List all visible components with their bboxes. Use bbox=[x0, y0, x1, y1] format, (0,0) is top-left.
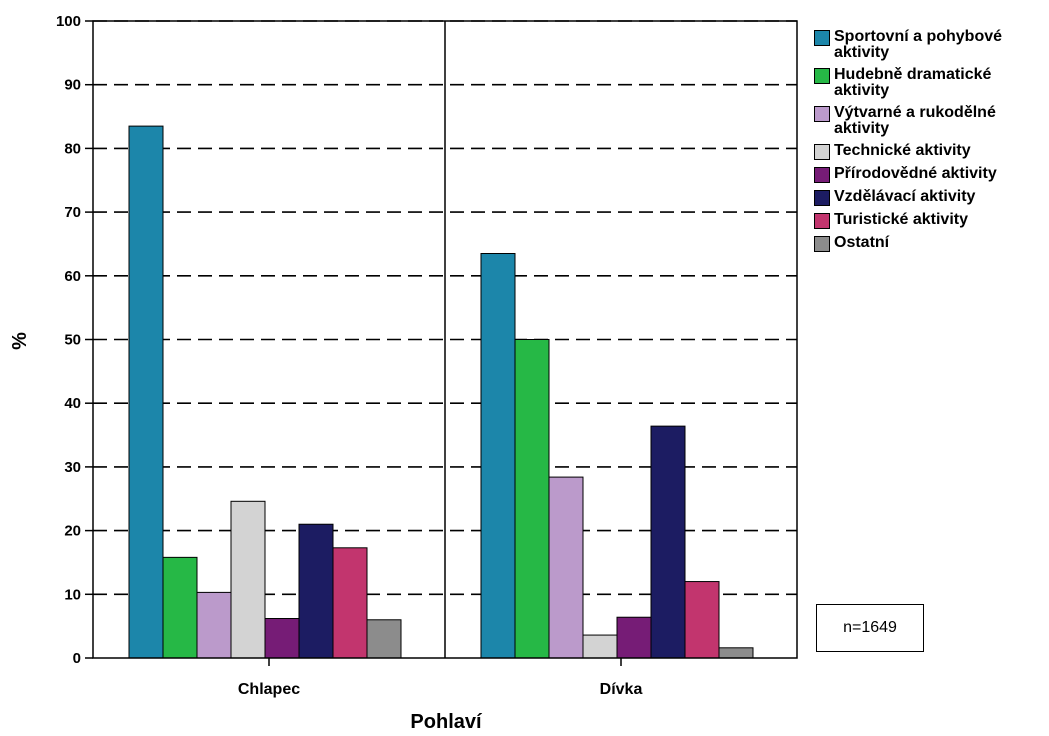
legend-item: Sportovní a pohybové aktivity bbox=[814, 26, 1046, 61]
bar bbox=[616, 616, 652, 659]
legend-label: Sportovní a pohybové aktivity bbox=[834, 28, 1003, 61]
x-category-label: Dívka bbox=[600, 681, 643, 698]
y-tick-label: 90 bbox=[64, 77, 81, 94]
legend-item: Hudebně dramatické aktivity bbox=[814, 64, 1046, 99]
bar bbox=[514, 339, 550, 659]
legend-item: Technické aktivity bbox=[814, 140, 1046, 160]
y-tick-label: 0 bbox=[73, 650, 81, 667]
y-tick-label: 10 bbox=[64, 586, 81, 603]
bar bbox=[264, 618, 300, 659]
axes bbox=[85, 20, 798, 666]
sample-size-note: n=1649 bbox=[816, 604, 924, 652]
legend: Sportovní a pohybové aktivity Hudebně dra… bbox=[814, 26, 1046, 255]
x-axis-title: Pohlaví bbox=[410, 711, 483, 733]
y-tick-label: 80 bbox=[64, 140, 81, 157]
bar bbox=[650, 425, 686, 659]
legend-label: Výtvarné a rukodělné aktivity bbox=[834, 104, 996, 137]
legend-swatch bbox=[814, 68, 830, 84]
y-tick-label: 60 bbox=[64, 268, 81, 285]
bar bbox=[548, 476, 584, 659]
legend-label: Přírodovědné aktivity bbox=[834, 165, 997, 182]
bar bbox=[298, 523, 334, 659]
legend-item: Výtvarné a rukodělné aktivity bbox=[814, 102, 1046, 137]
legend-swatch bbox=[814, 236, 830, 252]
y-tick-label: 40 bbox=[64, 395, 81, 412]
bar bbox=[718, 647, 754, 659]
bars bbox=[128, 125, 754, 659]
bar bbox=[128, 125, 164, 659]
legend-swatch bbox=[814, 167, 830, 183]
legend-item: Vzdělávací aktivity bbox=[814, 186, 1046, 206]
legend-item: Turistické aktivity bbox=[814, 209, 1046, 229]
legend-item: Ostatní bbox=[814, 232, 1046, 252]
y-tick-label: 100 bbox=[56, 13, 81, 30]
legend-swatch bbox=[814, 213, 830, 229]
bar bbox=[196, 591, 232, 659]
legend-label: Hudebně dramatické aktivity bbox=[834, 66, 992, 99]
bar bbox=[230, 500, 266, 659]
bar bbox=[582, 634, 618, 659]
legend-item: Přírodovědné aktivity bbox=[814, 163, 1046, 183]
sample-size-text: n=1649 bbox=[843, 619, 897, 636]
legend-swatch bbox=[814, 106, 830, 122]
y-tick-label: 30 bbox=[64, 459, 81, 476]
legend-label: Vzdělávací aktivity bbox=[834, 188, 976, 205]
bar bbox=[162, 556, 198, 659]
legend-swatch bbox=[814, 144, 830, 160]
legend-label: Technické aktivity bbox=[834, 142, 971, 159]
legend-swatch bbox=[814, 30, 830, 46]
legend-label: Turistické aktivity bbox=[834, 211, 968, 228]
bar bbox=[366, 619, 402, 659]
x-category-label: Chlapec bbox=[238, 681, 300, 698]
tick-labels: 0 10 20 30 40 50 60 70 80 90 100 Chlapec Dívka bbox=[56, 13, 642, 698]
bar bbox=[684, 581, 720, 659]
y-tick-label: 50 bbox=[64, 332, 81, 349]
legend-swatch bbox=[814, 190, 830, 206]
y-axis-title: % bbox=[9, 332, 31, 350]
legend-label: Ostatní bbox=[834, 234, 890, 251]
bar bbox=[480, 253, 516, 659]
y-tick-label: 70 bbox=[64, 204, 81, 221]
y-tick-label: 20 bbox=[64, 523, 81, 540]
bar bbox=[332, 547, 368, 659]
